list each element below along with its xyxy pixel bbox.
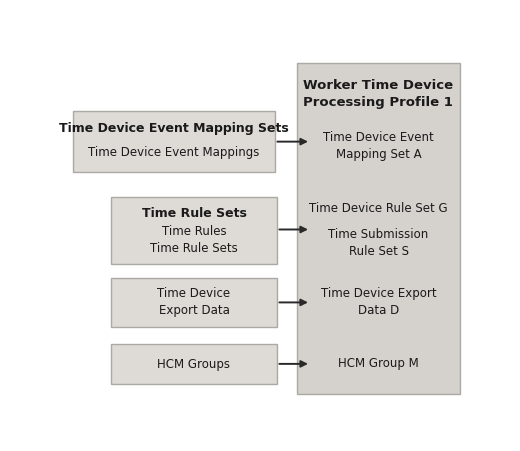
Text: Time Rules
Time Rule Sets: Time Rules Time Rule Sets	[150, 225, 238, 255]
Text: Time Device
Export Data: Time Device Export Data	[158, 287, 230, 318]
Bar	[73, 111, 275, 172]
Text: Time Submission
Rule Set S: Time Submission Rule Set S	[329, 228, 428, 258]
Text: Time Device Rule Set G: Time Device Rule Set G	[309, 202, 448, 215]
Text: Time Rule Sets: Time Rule Sets	[141, 207, 246, 220]
Text: HCM Group M: HCM Group M	[338, 357, 419, 370]
Bar	[297, 63, 460, 395]
Text: HCM Groups: HCM Groups	[158, 358, 230, 371]
Text: Time Device Event Mappings: Time Device Event Mappings	[88, 147, 259, 159]
Bar	[111, 344, 277, 384]
Text: Worker Time Device
Processing Profile 1: Worker Time Device Processing Profile 1	[303, 79, 453, 109]
Text: Time Device Event
Mapping Set A: Time Device Event Mapping Set A	[323, 131, 434, 161]
Bar	[111, 197, 277, 264]
Text: Time Device Event Mapping Sets: Time Device Event Mapping Sets	[59, 122, 289, 135]
Bar	[111, 278, 277, 327]
Text: Time Device Export
Data D: Time Device Export Data D	[321, 287, 436, 318]
